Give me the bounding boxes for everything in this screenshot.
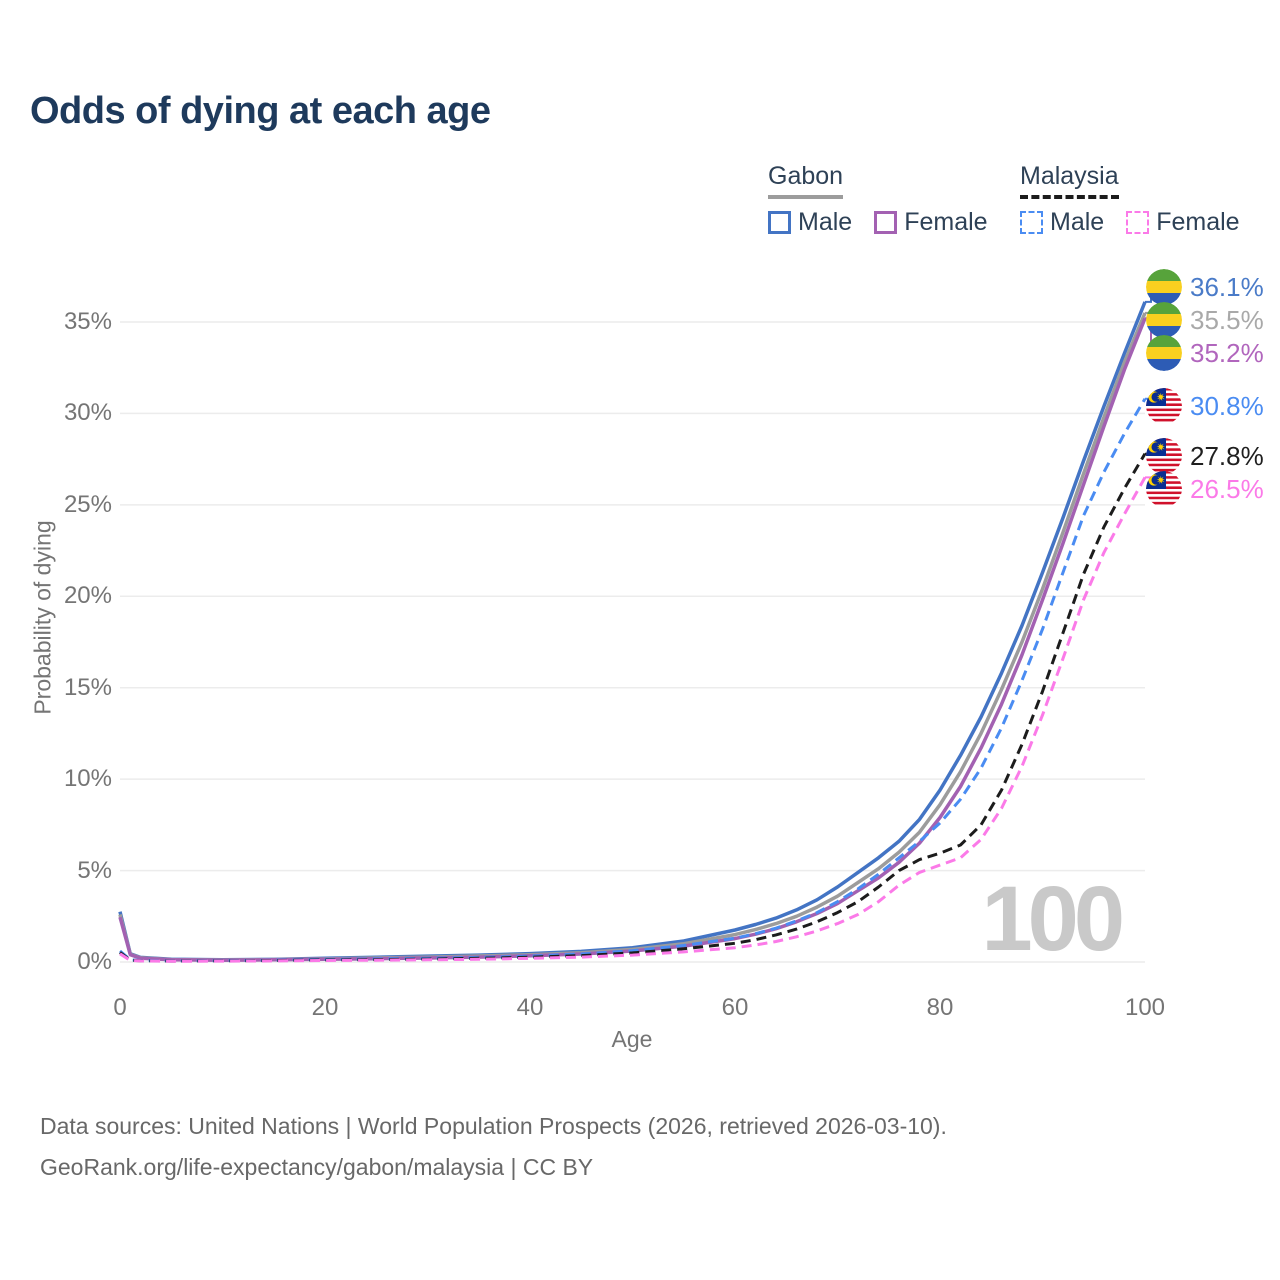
gabon-female-swatch [874,211,898,234]
legend-group-gabon: Gabon Male Female [768,162,988,237]
watermark-max-age: 100 [981,868,1126,970]
series-line-gabon-all [118,312,1147,962]
malaysia-male-swatch [1020,211,1043,234]
page-title: Odds of dying at each age [30,90,491,132]
legend-item-malaysia-male[interactable]: Male [1020,208,1104,237]
footer: Data sources: United Nations | World Pop… [40,1106,947,1188]
legend-malaysia-items: Male Female [1020,208,1240,237]
series-line-malaysia-female [119,476,1147,963]
legend-item-gabon-male[interactable]: Male [768,208,852,237]
malaysia-female-swatch [1126,211,1150,234]
x-axis-title: Age [611,1026,653,1052]
legend-label-malaysia-male: Male [1050,208,1105,236]
gabon-male-swatch [768,211,791,234]
series-line-gabon-male [118,301,1147,962]
y-axis-title: Probability of dying [29,520,56,715]
end-connector-malaysia-female [1145,476,1158,490]
chart-legend: Gabon Male Female Malaysia Male [0,162,1280,242]
series-line-malaysia-male [119,398,1147,963]
legend-label-gabon-male: Male [798,208,853,236]
footer-source-line: Data sources: United Nations | World Pop… [40,1113,947,1139]
end-connector-gabon-male [1145,286,1158,303]
series-line-gabon-female [118,317,1147,962]
legend-group-malaysia: Malaysia Male Female [1020,162,1240,237]
legend-malaysia-header[interactable]: Malaysia [1020,162,1119,199]
legend-label-malaysia-female: Female [1156,208,1240,236]
end-connector-malaysia-all [1145,452,1158,457]
legend-gabon-header[interactable]: Gabon [768,162,844,199]
legend-item-malaysia-female[interactable]: Female [1126,208,1240,237]
legend-label-gabon-female: Female [904,208,988,236]
series-line-malaysia-all [119,452,1147,963]
legend-item-gabon-female[interactable]: Female [874,208,988,237]
legend-gabon-items: Male Female [768,208,988,237]
footer-attribution-line: GeoRank.org/life-expectancy/gabon/malays… [40,1154,594,1180]
end-connector-gabon-female [1145,317,1158,354]
end-connector-malaysia-male [1145,397,1158,407]
